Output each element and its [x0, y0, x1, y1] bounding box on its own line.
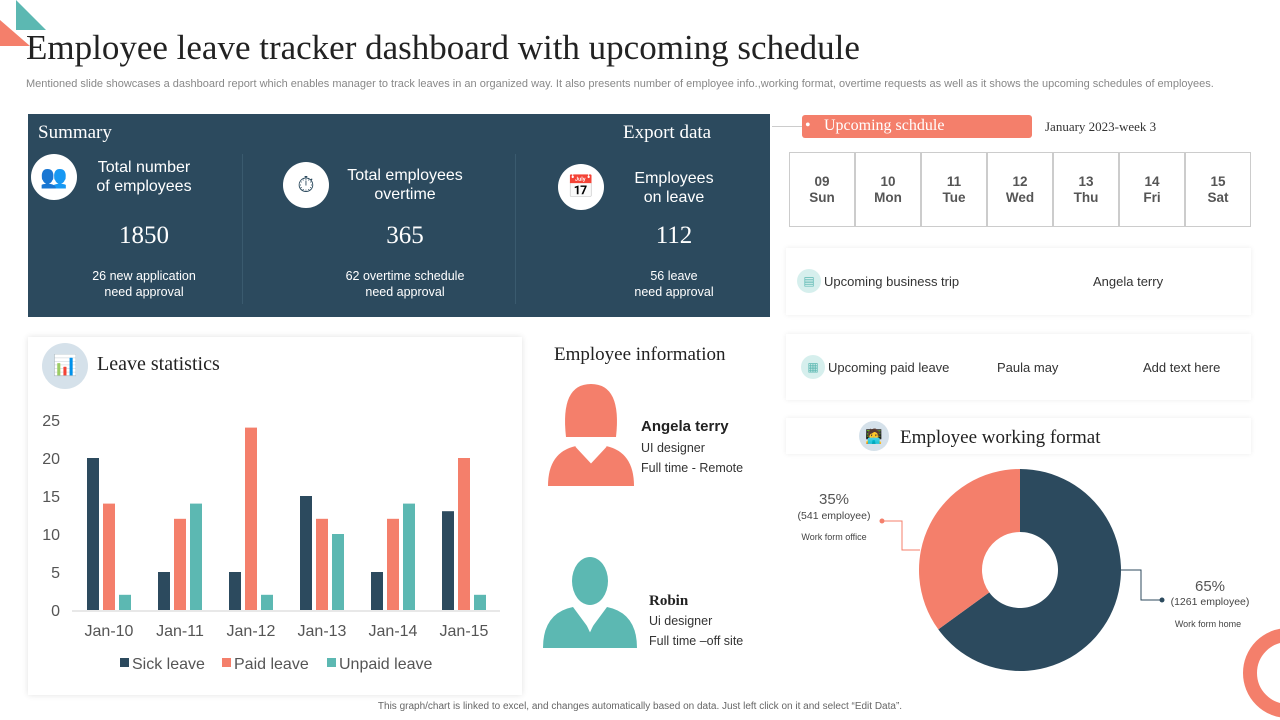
- leader-line: [882, 520, 920, 551]
- bar-paid-leave-Jan-14: [387, 518, 399, 610]
- day-cell-fri[interactable]: 14 Fri: [1119, 152, 1185, 227]
- y-tick-label: 5: [51, 565, 60, 582]
- summary-card-leave: 📅 Employees on leave 112 56 leave need app…: [515, 150, 770, 310]
- y-tick-label: 15: [42, 489, 60, 506]
- summary-heading: Summary: [38, 122, 112, 143]
- home-pct-label: 65%: [1195, 578, 1225, 595]
- bar-paid-leave-Jan-11: [174, 518, 186, 610]
- corner-ring-decoration: [1243, 628, 1280, 718]
- working-format-header: 🧑‍💻 Employee working format: [786, 418, 1251, 454]
- y-tick-label: 10: [42, 527, 60, 544]
- legend-label: Paid leave: [234, 656, 309, 673]
- stopwatch-icon: ⏱: [283, 162, 329, 208]
- employee-info-heading: Employee information: [554, 344, 726, 365]
- desk-worker-icon: 🧑‍💻: [859, 421, 889, 451]
- overtime-value: 365: [386, 222, 424, 249]
- day-cell-wed[interactable]: 12 Wed: [987, 152, 1053, 227]
- bar-unpaid-leave-Jan-10: [119, 594, 131, 610]
- leader-line: [1120, 569, 1162, 601]
- day-cell-mon[interactable]: 10 Mon: [855, 152, 921, 227]
- y-tick-label: 0: [51, 603, 60, 620]
- bar-sick-leave-Jan-14: [371, 572, 383, 610]
- presentation-chart-icon: 📊: [42, 343, 88, 389]
- day-cell-sat[interactable]: 15 Sat: [1185, 152, 1251, 227]
- business-trip-row: ▤ Upcoming business trip Angela terry: [786, 248, 1251, 315]
- calendar-leave-icon: ▦: [801, 355, 825, 379]
- bar-unpaid-leave-Jan-13: [332, 534, 344, 610]
- legend-swatch: [120, 658, 129, 667]
- week-label: January 2023-week 3: [1045, 119, 1157, 134]
- bar-unpaid-leave-Jan-11: [190, 503, 202, 610]
- bar-paid-leave-Jan-10: [103, 503, 115, 610]
- people-group-icon: 👥: [31, 154, 77, 200]
- leave-bar-chart: 0 5 10 15 20 25 Jan-10 Jan-11 Jan-12 Jan-13 Jan-14…: [42, 413, 500, 673]
- office-name-label: Work form office: [801, 532, 866, 542]
- page-title: Employee leave tracker dashboard with up…: [26, 28, 860, 67]
- bar-sick-leave-Jan-10: [87, 458, 99, 610]
- working-format-donut-chart: 65%(1261 employee) Work form home 35% (541 …: [798, 469, 1250, 671]
- x-tick-label: Jan-14: [369, 623, 418, 640]
- bar-paid-leave-Jan-13: [316, 518, 328, 610]
- donut-slice-work-form-home: [938, 469, 1121, 671]
- donut-slice-work-form-office: [919, 469, 1020, 630]
- home-name-label: Work form home: [1175, 619, 1241, 629]
- bar-unpaid-leave-Jan-14: [403, 503, 415, 610]
- bar-unpaid-leave-Jan-12: [261, 594, 273, 610]
- page-subtitle: Mentioned slide showcases a dashboard re…: [26, 78, 1214, 90]
- paid-leave-row: ▦ Upcoming paid leave Paula may Add text…: [786, 334, 1251, 400]
- y-tick-label: 25: [42, 413, 60, 430]
- summary-panel: Summary Export data 👥 Total number of emp…: [28, 114, 770, 317]
- export-data-button[interactable]: Export data: [623, 122, 712, 143]
- bar-sick-leave-Jan-13: [300, 496, 312, 610]
- office-pct-label: 35%: [819, 491, 849, 508]
- x-tick-label: Jan-12: [227, 623, 276, 640]
- on-leave-value: 112: [655, 222, 693, 249]
- x-tick-label: Jan-11: [156, 623, 204, 640]
- day-cell-tue[interactable]: 11 Tue: [921, 152, 987, 227]
- bar-sick-leave-Jan-11: [158, 572, 170, 610]
- total-employees-value: 1850: [119, 222, 169, 249]
- summary-card-total: 👥 Total number of employees 1850 26 new a…: [28, 150, 242, 310]
- legend-swatch: [222, 658, 231, 667]
- leave-statistics-heading: Leave statistics: [97, 353, 220, 375]
- legend-label: Sick leave: [132, 656, 205, 673]
- home-detail-label: (1261 employee): [1171, 596, 1250, 608]
- bar-paid-leave-Jan-12: [245, 427, 257, 610]
- legend-label: Unpaid leave: [339, 656, 433, 673]
- summary-card-overtime: ⏱ Total employees overtime 365 62 overtim…: [242, 150, 515, 310]
- briefcase-icon: ▤: [797, 269, 821, 293]
- male-avatar-icon: [543, 557, 637, 648]
- x-tick-label: Jan-13: [298, 623, 347, 640]
- x-tick-label: Jan-10: [85, 623, 134, 640]
- legend-swatch: [327, 658, 336, 667]
- day-cell-sun[interactable]: 09 Sun: [789, 152, 855, 227]
- bar-sick-leave-Jan-15: [442, 511, 454, 610]
- y-tick-label: 20: [42, 451, 60, 468]
- bar-paid-leave-Jan-15: [458, 458, 470, 610]
- female-avatar-icon: [548, 384, 634, 486]
- bar-unpaid-leave-Jan-15: [474, 594, 486, 610]
- x-tick-label: Jan-15: [440, 623, 489, 640]
- upcoming-schedule-label: • Upcoming schdule: [802, 115, 1032, 138]
- footer-note: This graph/chart is linked to excel, and…: [377, 701, 903, 712]
- day-cell-thu[interactable]: 13 Thu: [1053, 152, 1119, 227]
- office-detail-label: (541 employee): [798, 510, 871, 522]
- bar-sick-leave-Jan-12: [229, 572, 241, 610]
- calendar-icon: 📅: [558, 164, 604, 210]
- corner-decoration: [0, 0, 46, 46]
